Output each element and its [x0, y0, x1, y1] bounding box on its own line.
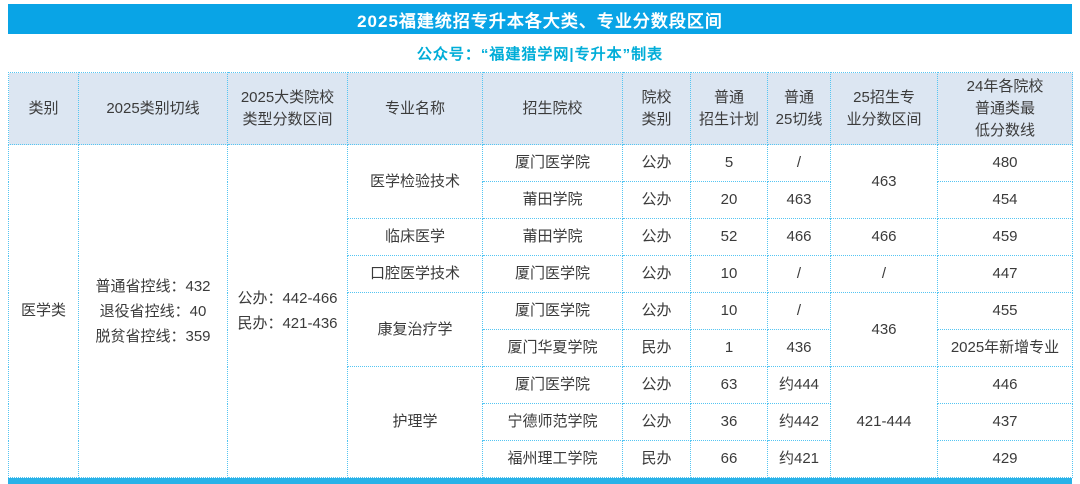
major-cell: 口腔医学技术: [347, 255, 483, 293]
col-school-type: 院校 类别: [622, 72, 691, 145]
type-range-cell: 公办：442-466 民办：421-436: [227, 144, 348, 478]
table-row: 福州理工学院 民办 66 约421 429: [9, 440, 1073, 478]
school-cell: 厦门华夏学院: [482, 329, 623, 367]
content-wrap: 2025福建统招专升本各大类、专业分数段区间 公众号：“福建猎学网|专升本”制表…: [8, 0, 1073, 484]
plan-cell: 5: [690, 144, 768, 182]
cut25-cell: /: [767, 255, 831, 293]
col-school: 招生院校: [482, 72, 623, 145]
scores-table: 类别 2025类别切线 2025大类院校 类型分数区间 专业名称 招生院校 院校…: [8, 72, 1073, 478]
col-type-score-range-2025: 2025大类院校 类型分数区间: [227, 72, 348, 145]
cut25-cell: 约444: [767, 366, 831, 404]
school-type-cell: 公办: [622, 366, 691, 404]
major-cell: 护理学: [347, 366, 483, 478]
cut25-cell: /: [767, 144, 831, 182]
cut25-cell: 463: [767, 181, 831, 219]
table-row: 康复治疗学 厦门医学院 公办 10 / 436 455: [9, 292, 1073, 367]
major-cell: 临床医学: [347, 218, 483, 256]
plan-cell: 52: [690, 218, 768, 256]
table-row: 护理学 厦门医学院 公办 63 约444 421-444 446: [9, 366, 1073, 478]
school-type-cell: 民办: [622, 329, 691, 367]
min24-cell: 480: [937, 144, 1073, 182]
page-title: 2025福建统招专升本各大类、专业分数段区间: [357, 11, 723, 31]
plan-cell: 66: [690, 440, 768, 478]
major-cell: 医学检验技术: [347, 144, 483, 219]
plan-cell: 10: [690, 292, 768, 330]
school-cell: 厦门医学院: [482, 144, 623, 182]
table-row: 厦门华夏学院 民办 1 436 2025年新增专业: [9, 329, 1073, 367]
cut25-cell: 约442: [767, 403, 831, 441]
col-min-2024: 24年各院校 普通类最 低分数线: [937, 72, 1073, 145]
school-type-cell: 公办: [622, 218, 691, 256]
score-range-cell: 436: [830, 292, 938, 367]
cut25-cell: 436: [767, 329, 831, 367]
category-cutline-cell: 普通省控线：432 退役省控线：40 脱贫省控线：359: [78, 144, 228, 478]
plan-cell: 20: [690, 181, 768, 219]
col-major-score-range: 25招生专 业分数区间: [830, 72, 938, 145]
plan-cell: 36: [690, 403, 768, 441]
school-cell: 莆田学院: [482, 218, 623, 256]
score-range-cell: 463: [830, 144, 938, 219]
col-category-cutline-2025: 2025类别切线: [78, 72, 228, 145]
school-cell: 厦门医学院: [482, 292, 623, 330]
school-cell: 厦门医学院: [482, 255, 623, 293]
min24-cell: 454: [937, 181, 1073, 219]
score-range-cell: 466: [830, 218, 938, 256]
subtitle-text: 公众号：“福建猎学网|专升本”制表: [416, 45, 664, 63]
table-row: 口腔医学技术 厦门医学院 公办 10 / / 447: [9, 255, 1073, 293]
cutline-line: 脱贫省控线：359: [95, 327, 211, 345]
col-cut-2025: 普通 25切线: [767, 72, 831, 145]
score-range-cell: /: [830, 255, 938, 293]
school-type-cell: 公办: [622, 403, 691, 441]
school-type-cell: 民办: [622, 440, 691, 478]
min24-cell: 429: [937, 440, 1073, 478]
school-cell: 福州理工学院: [482, 440, 623, 478]
min24-cell: 437: [937, 403, 1073, 441]
min24-cell: 459: [937, 218, 1073, 256]
min24-cell: 447: [937, 255, 1073, 293]
category-cell: 医学类: [8, 144, 79, 478]
cutline-line: 普通省控线：432: [95, 277, 211, 295]
school-type-cell: 公办: [622, 181, 691, 219]
school-cell: 宁德师范学院: [482, 403, 623, 441]
col-major-name: 专业名称: [347, 72, 483, 145]
cutline-line: 退役省控线：40: [99, 302, 207, 320]
subtitle-bar: 公众号：“福建猎学网|专升本”制表: [8, 34, 1072, 72]
min24-cell: 2025年新增专业: [937, 329, 1073, 367]
table-row: 莆田学院 公办 20 463 454: [9, 181, 1073, 219]
type-range-line: 民办：421-436: [237, 315, 338, 332]
col-category: 类别: [8, 72, 79, 145]
school-cell: 厦门医学院: [482, 366, 623, 404]
school-type-cell: 公办: [622, 292, 691, 330]
school-type-cell: 公办: [622, 255, 691, 293]
min24-cell: 455: [937, 292, 1073, 330]
cut25-cell: 466: [767, 218, 831, 256]
col-plan: 普通 招生计划: [690, 72, 768, 145]
table-row: 宁德师范学院 公办 36 约442 437: [9, 403, 1073, 441]
cut25-cell: /: [767, 292, 831, 330]
school-type-cell: 公办: [622, 144, 691, 182]
school-cell: 莆田学院: [482, 181, 623, 219]
bottom-accent-bar: [8, 478, 1072, 484]
plan-cell: 10: [690, 255, 768, 293]
plan-cell: 1: [690, 329, 768, 367]
table-row: 医学类 普通省控线：432 退役省控线：40 脱贫省控线：359 公办：442-…: [8, 144, 1073, 478]
table-row: 临床医学 莆田学院 公办 52 466 466 459: [9, 218, 1073, 256]
plan-cell: 63: [690, 366, 768, 404]
major-cell: 康复治疗学: [347, 292, 483, 367]
type-range-line: 公办：442-466: [237, 290, 338, 307]
header-row: 类别 2025类别切线 2025大类院校 类型分数区间 专业名称 招生院校 院校…: [8, 72, 1073, 145]
min24-cell: 446: [937, 366, 1073, 404]
title-bar: 2025福建统招专升本各大类、专业分数段区间: [8, 4, 1072, 34]
score-range-cell: 421-444: [830, 366, 938, 478]
cut25-cell: 约421: [767, 440, 831, 478]
